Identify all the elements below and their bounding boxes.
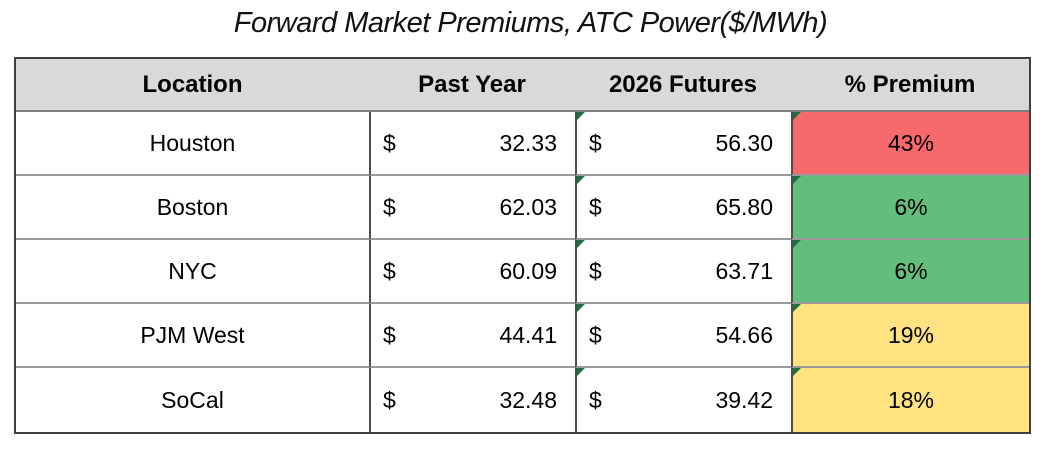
futures-cell: $ 63.71 xyxy=(575,240,791,304)
premium-cell: 6% xyxy=(791,240,1029,304)
futures-value: 63.71 xyxy=(715,257,773,284)
past-year-value: 62.03 xyxy=(499,193,557,220)
futures-cell: $ 39.42 xyxy=(575,368,791,432)
premium-cell: 19% xyxy=(791,304,1029,368)
dollar-sign: $ xyxy=(383,129,396,156)
dollar-sign: $ xyxy=(383,321,396,348)
futures-cell: $ 65.80 xyxy=(575,176,791,240)
past-year-cell: $ 44.41 xyxy=(369,304,575,368)
past-year-value: 44.41 xyxy=(499,321,557,348)
chart-title: Forward Market Premiums, ATC Power($/MWh… xyxy=(233,7,828,39)
header-location: Location xyxy=(16,59,369,112)
header-past-year: Past Year xyxy=(369,59,575,112)
dollar-sign: $ xyxy=(589,257,602,284)
premiums-table: Location Past Year 2026 Futures % Premiu… xyxy=(14,57,1031,434)
location-cell: PJM West xyxy=(16,304,369,368)
dollar-sign: $ xyxy=(383,257,396,284)
location-cell: Boston xyxy=(16,176,369,240)
dollar-sign: $ xyxy=(589,321,602,348)
past-year-value: 32.33 xyxy=(499,129,557,156)
dollar-sign: $ xyxy=(383,386,396,413)
futures-value: 56.30 xyxy=(715,129,773,156)
past-year-cell: $ 62.03 xyxy=(369,176,575,240)
past-year-value: 60.09 xyxy=(499,257,557,284)
dollar-sign: $ xyxy=(589,386,602,413)
past-year-cell: $ 32.33 xyxy=(369,112,575,176)
premium-cell: 43% xyxy=(791,112,1029,176)
dollar-sign: $ xyxy=(383,193,396,220)
premium-cell: 18% xyxy=(791,368,1029,432)
location-cell: Houston xyxy=(16,112,369,176)
past-year-cell: $ 60.09 xyxy=(369,240,575,304)
location-cell: NYC xyxy=(16,240,369,304)
past-year-cell: $ 32.48 xyxy=(369,368,575,432)
futures-cell: $ 56.30 xyxy=(575,112,791,176)
futures-cell: $ 54.66 xyxy=(575,304,791,368)
premium-cell: 6% xyxy=(791,176,1029,240)
dollar-sign: $ xyxy=(589,193,602,220)
futures-value: 39.42 xyxy=(715,386,773,413)
dollar-sign: $ xyxy=(589,129,602,156)
location-cell: SoCal xyxy=(161,386,224,413)
past-year-value: 32.48 xyxy=(499,386,557,413)
futures-value: 54.66 xyxy=(715,321,773,348)
header-2026-futures: 2026 Futures xyxy=(575,59,791,112)
futures-value: 65.80 xyxy=(715,193,773,220)
header-percent-premium: % Premium xyxy=(791,59,1029,112)
